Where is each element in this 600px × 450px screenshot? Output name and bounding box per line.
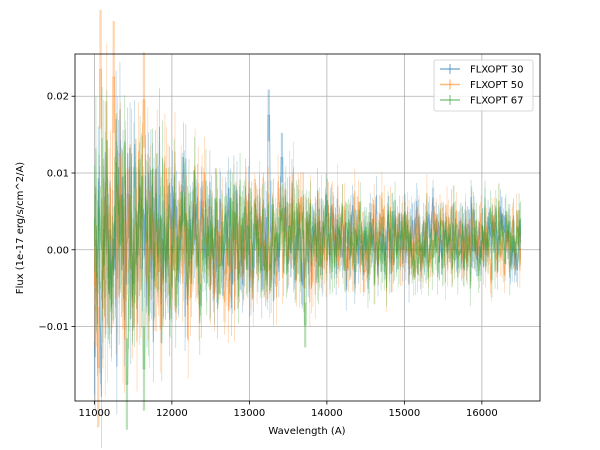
series-3-line — [93, 138, 522, 385]
legend-label: FLXOPT 50 — [470, 80, 523, 91]
series-2-line — [93, 68, 522, 368]
x-tick-label: 11000 — [78, 408, 110, 419]
series-2-errorbars — [94, 9, 521, 428]
y-axis-label: Flux (1e-17 erg/s/cm^2/A) — [15, 162, 26, 294]
y-tick-label: −0.01 — [38, 322, 69, 333]
series-1-errorbars — [94, 61, 521, 449]
series-3-errorbar-path — [94, 86, 521, 430]
series-1-line — [93, 109, 522, 398]
series-3 — [93, 86, 522, 430]
y-axis: −0.01 0.00 0.01 0.02 — [38, 92, 75, 333]
series-1-errorbar-path — [94, 61, 521, 449]
legend-item-2: FLXOPT 50 — [440, 79, 523, 91]
legend: FLXOPT 30 FLXOPT 50 FLXOPT 67 — [433, 59, 534, 112]
plot-frame — [74, 53, 541, 402]
series-2-errorbar-path — [94, 9, 521, 428]
legend-box — [433, 59, 534, 112]
series-3-errorbars — [94, 86, 521, 430]
legend-label: FLXOPT 67 — [470, 96, 523, 107]
y-tick-label: 0.02 — [47, 92, 69, 103]
series-2 — [93, 9, 522, 428]
x-axis: 11000 12000 13000 14000 15000 16000 — [78, 401, 498, 419]
y-tick-label: 0.00 — [47, 245, 69, 256]
x-tick-label: 16000 — [466, 408, 498, 419]
x-tick-label: 14000 — [311, 408, 343, 419]
x-tick-label: 15000 — [388, 408, 420, 419]
legend-label: FLXOPT 30 — [470, 65, 523, 76]
series-layer — [93, 9, 522, 449]
x-tick-label: 12000 — [156, 408, 188, 419]
x-axis-label: Wavelength (A) — [268, 426, 345, 437]
y-tick-label: 0.01 — [47, 168, 69, 179]
series-1 — [93, 61, 522, 449]
legend-item-1: FLXOPT 30 — [440, 64, 523, 76]
legend-item-3: FLXOPT 67 — [440, 95, 523, 107]
x-tick-label: 13000 — [233, 408, 265, 419]
